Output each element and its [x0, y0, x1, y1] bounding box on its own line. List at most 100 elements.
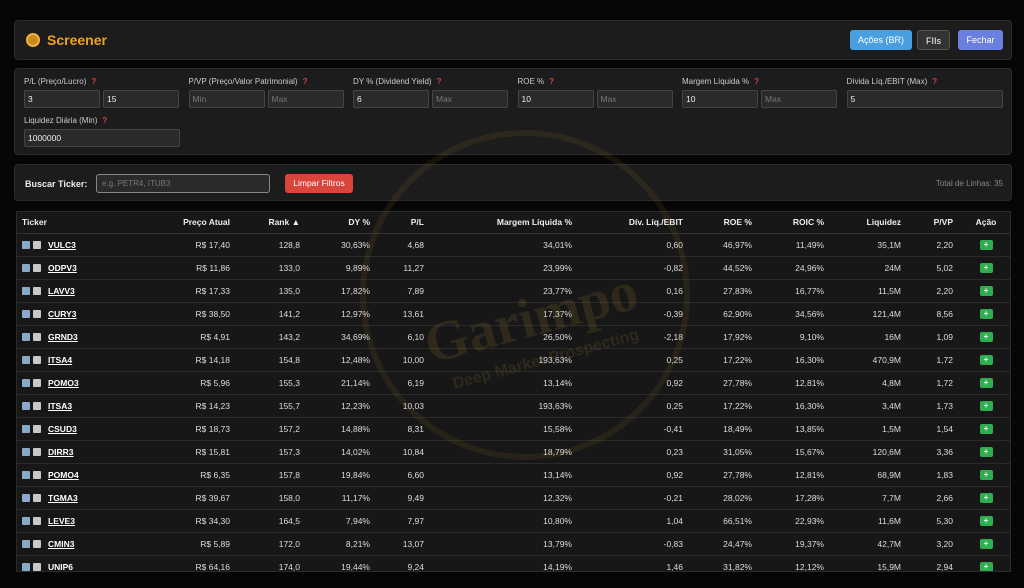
- bank-icon[interactable]: [22, 240, 30, 249]
- filter-input[interactable]: Min: [188, 90, 265, 108]
- filter-label-text: DY % (Dividend Yield): [353, 77, 432, 86]
- add-button[interactable]: +: [979, 355, 993, 365]
- filter-input[interactable]: 3: [24, 90, 100, 108]
- bank-icon[interactable]: [22, 539, 30, 548]
- filter-input[interactable]: Max: [596, 90, 673, 108]
- add-button[interactable]: +: [979, 309, 993, 319]
- cell-text: R$ 39,67: [195, 492, 231, 503]
- cell-text: 1,83: [936, 469, 953, 480]
- chart-icon[interactable]: [33, 493, 41, 502]
- add-button[interactable]: +: [979, 470, 993, 480]
- add-button[interactable]: +: [979, 332, 993, 342]
- ticker-link[interactable]: GRND3: [48, 331, 78, 342]
- add-button[interactable]: +: [979, 240, 993, 250]
- search-input[interactable]: e.g. PETR4, ITUB3: [96, 174, 270, 193]
- chart-icon[interactable]: [33, 355, 41, 364]
- ticker-link[interactable]: DIRR3: [48, 446, 74, 457]
- add-button[interactable]: +: [979, 378, 993, 388]
- filter-input[interactable]: 10: [517, 90, 594, 108]
- filter-input[interactable]: 5: [846, 90, 1003, 108]
- filter-input[interactable]: 6: [353, 90, 429, 108]
- cell-text: R$ 6,35: [200, 469, 230, 480]
- bank-icon[interactable]: [22, 286, 30, 295]
- chart-icon[interactable]: [33, 562, 41, 571]
- cell-text: 157,2: [278, 423, 300, 434]
- cell-text: 8,56: [936, 308, 953, 319]
- cell-text: 174,0: [278, 561, 300, 572]
- ticker-link[interactable]: UNIP6: [48, 561, 74, 572]
- filter-input[interactable]: Max: [761, 90, 837, 108]
- chart-icon[interactable]: [33, 332, 41, 341]
- add-button[interactable]: +: [979, 493, 993, 503]
- ticker-link[interactable]: CSUD3: [48, 423, 77, 434]
- data-cell: 172,0: [236, 532, 306, 556]
- bank-icon[interactable]: [22, 401, 30, 410]
- ticker-link[interactable]: CURY3: [48, 308, 77, 319]
- stocks-button[interactable]: Ações (BR): [850, 30, 912, 50]
- ticker-link[interactable]: CMIN3: [48, 538, 75, 549]
- chart-icon[interactable]: [33, 470, 41, 479]
- add-button[interactable]: +: [979, 447, 993, 457]
- add-button[interactable]: +: [979, 516, 993, 526]
- data-cell: -0,21: [578, 486, 689, 510]
- page-title: Screener: [47, 32, 107, 48]
- ticker-link[interactable]: LAVV3: [48, 285, 75, 296]
- bank-icon[interactable]: [22, 470, 30, 479]
- bank-icon[interactable]: [22, 424, 30, 433]
- chart-icon[interactable]: [33, 286, 41, 295]
- add-button[interactable]: +: [979, 539, 993, 549]
- bank-icon[interactable]: [22, 378, 30, 387]
- filter-input[interactable]: Max: [267, 90, 344, 108]
- ticker-link[interactable]: ITSA4: [48, 354, 73, 365]
- data-cell: 17,92%: [689, 325, 758, 349]
- ticker-link[interactable]: TGMA3: [48, 492, 78, 503]
- chart-icon[interactable]: [33, 516, 41, 525]
- ticker-link[interactable]: ITSA3: [48, 400, 73, 411]
- chart-icon[interactable]: [33, 424, 41, 433]
- chart-icon[interactable]: [33, 447, 41, 456]
- filter-input[interactable]: 15: [103, 90, 179, 108]
- filter-input[interactable]: 1000000: [24, 129, 180, 147]
- ticker-link[interactable]: VULC3: [48, 239, 76, 250]
- column-header: P/VP: [907, 212, 959, 234]
- filter-input[interactable]: Max: [432, 90, 508, 108]
- filter-group: P/L (Preço/Lucro)? 3 15: [24, 77, 184, 108]
- ticker-link[interactable]: ODPV3: [48, 262, 77, 273]
- chart-icon[interactable]: [33, 539, 41, 548]
- chart-icon[interactable]: [33, 309, 41, 318]
- ticker-link[interactable]: POMO3: [48, 377, 79, 388]
- bank-icon[interactable]: [22, 516, 30, 525]
- chart-icon[interactable]: [33, 378, 41, 387]
- add-button[interactable]: +: [979, 263, 993, 273]
- add-button[interactable]: +: [979, 401, 993, 411]
- data-cell: R$ 4,91: [151, 325, 236, 349]
- cell-text: 1,72: [936, 354, 953, 365]
- add-button[interactable]: +: [979, 424, 993, 434]
- clear-filters-button[interactable]: Limpar Filtros: [285, 174, 353, 193]
- bank-icon[interactable]: [22, 309, 30, 318]
- cell-text: 12,32%: [543, 492, 572, 503]
- bank-icon[interactable]: [22, 562, 30, 571]
- fiis-button[interactable]: FIIs: [917, 30, 950, 50]
- chart-icon[interactable]: [33, 240, 41, 249]
- bank-icon[interactable]: [22, 263, 30, 272]
- data-cell: 17,28%: [758, 486, 830, 510]
- add-button[interactable]: +: [979, 286, 993, 296]
- ticker-link[interactable]: LEVE3: [48, 515, 75, 526]
- data-cell: 9,24: [376, 555, 430, 571]
- filter-input[interactable]: 10: [682, 90, 758, 108]
- column-header[interactable]: Rank ▲: [236, 212, 306, 234]
- bank-icon[interactable]: [22, 447, 30, 456]
- data-cell: 1,04: [578, 509, 689, 533]
- bank-icon[interactable]: [22, 493, 30, 502]
- chart-icon[interactable]: [33, 263, 41, 272]
- bank-icon[interactable]: [22, 355, 30, 364]
- add-button[interactable]: +: [979, 562, 993, 571]
- ticker-link[interactable]: POMO4: [48, 469, 79, 480]
- bank-icon[interactable]: [22, 332, 30, 341]
- help-icon: ?: [302, 77, 308, 86]
- close-button[interactable]: Fechar: [958, 30, 1003, 50]
- filter-group: Liquidez Diária (Min)? 1000000: [24, 116, 184, 147]
- chart-icon[interactable]: [33, 401, 41, 410]
- data-cell: -0,41: [578, 417, 689, 441]
